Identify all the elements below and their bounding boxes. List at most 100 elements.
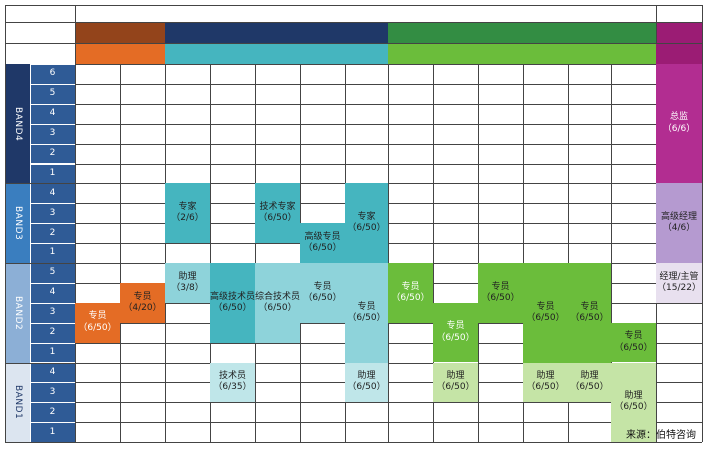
position-block: 专员 （4/20） <box>120 282 165 323</box>
grid-line <box>433 64 434 443</box>
position-block: 技术员 （6/35） <box>210 362 255 403</box>
level-number: 3 <box>30 302 75 323</box>
grid-line <box>30 422 75 424</box>
channel-header-2 <box>165 43 210 64</box>
grid-line <box>702 64 703 443</box>
channel-header-8 <box>433 43 478 64</box>
grid-line <box>5 5 702 6</box>
position-detail: （6/50） <box>570 312 609 323</box>
position-block: 专员 （6/50） <box>75 302 120 343</box>
grid-line <box>568 64 569 443</box>
grid-line <box>5 64 702 65</box>
grid-line <box>120 64 121 443</box>
grid-line <box>30 163 75 165</box>
level-number: 3 <box>30 203 75 224</box>
position-block: 助理 （3/8） <box>165 263 210 303</box>
grid-line <box>5 183 75 185</box>
group-header-business <box>75 22 165 43</box>
channel-header-13 <box>656 43 702 64</box>
position-title: 专员 <box>580 301 599 312</box>
position-title: 技术专家 <box>259 201 296 212</box>
position-block: 专员 （6/50） <box>478 263 523 323</box>
position-title: 高级技术员 <box>210 291 255 302</box>
source-note: 来源：伯特咨询 <box>626 430 696 441</box>
position-title: 专员 <box>401 281 420 292</box>
position-title: 经理/主管 <box>659 271 699 282</box>
grid-line <box>30 282 75 284</box>
position-detail: （15/22） <box>657 282 701 293</box>
channel-header-9 <box>478 43 523 64</box>
band-label-text: BAND4 <box>13 106 24 141</box>
position-detail: （4/6） <box>662 223 696 234</box>
position-block: 专家 （2/6） <box>165 183 210 244</box>
channel-header-label <box>5 22 75 43</box>
position-title: 综合技术员 <box>255 291 300 302</box>
level-number: 2 <box>30 143 75 164</box>
position-detail: （6/50） <box>526 382 565 393</box>
grid-line <box>5 22 702 23</box>
band-label-band2: BAND2 <box>5 263 30 363</box>
level-number: 4 <box>30 362 75 383</box>
position-title: 专员 <box>491 281 510 292</box>
grid-line <box>5 43 702 44</box>
family-header-label <box>5 5 75 22</box>
position-title: 专家 <box>357 211 376 222</box>
channel-header-10 <box>523 43 568 64</box>
position-block: 经理/主管 （15/22） <box>656 263 702 303</box>
channel-header-5 <box>300 43 345 64</box>
career-band-matrix: BAND4 6 5 4 3 2 1 BAND3 4 3 2 1 BAND2 5 4 3 2 1 BAND1 4 3 2 1 专… <box>5 5 703 445</box>
position-detail: （6/35） <box>213 382 252 393</box>
channel-header-12 <box>611 43 656 64</box>
grid-line <box>611 64 612 443</box>
grid-line <box>30 342 75 344</box>
position-detail: （6/50） <box>78 322 117 333</box>
band-label-band4: BAND4 <box>5 64 30 184</box>
position-title: 助理 <box>580 371 599 382</box>
grid-line <box>478 64 479 443</box>
position-title: 专员 <box>313 281 332 292</box>
position-block: 专员 （6/50） <box>388 263 433 323</box>
position-block: 专员 （6/50） <box>300 263 345 323</box>
grid-line <box>30 143 75 145</box>
grid-line <box>388 64 389 443</box>
position-title: 专员 <box>624 331 643 342</box>
position-detail: （6/50） <box>303 243 342 254</box>
grid-line <box>5 362 75 364</box>
position-title: 专家 <box>178 201 197 212</box>
channel-header-6 <box>345 43 388 64</box>
band-label-text: BAND3 <box>13 206 24 241</box>
management-family-header <box>656 5 702 22</box>
grid-line <box>30 302 75 304</box>
channel-header-7 <box>388 43 433 64</box>
grid-line <box>165 64 166 443</box>
grid-line <box>702 5 703 64</box>
professional-family-header <box>75 5 656 22</box>
position-block: 专员 （6/50） <box>568 263 611 363</box>
position-title: 高级经理 <box>660 211 697 222</box>
position-block: 专员 （6/50） <box>345 263 388 363</box>
position-detail: （2/6） <box>171 213 204 224</box>
grid-line <box>30 243 75 245</box>
position-detail: （6/50） <box>391 292 430 303</box>
level-number: 2 <box>30 322 75 343</box>
position-block: 助理 （6/50） <box>568 362 611 403</box>
band-label-text: BAND2 <box>13 295 24 330</box>
position-block: 专家 （6/50） <box>345 183 388 263</box>
position-detail: （6/50） <box>258 302 297 313</box>
position-title: 专员 <box>446 321 465 332</box>
position-block: 技术专家 （6/50） <box>255 183 300 244</box>
channel-header-11 <box>568 43 611 64</box>
position-block: 高级专员 （6/50） <box>300 223 345 263</box>
band-label-text: BAND1 <box>13 385 24 420</box>
position-detail: （6/50） <box>258 213 297 224</box>
level-number: 1 <box>30 422 75 443</box>
level-number: 1 <box>30 243 75 263</box>
grid-line <box>30 402 75 404</box>
position-title: 助理 <box>357 371 376 382</box>
grid-line <box>5 442 702 444</box>
grid-line <box>255 64 256 443</box>
level-number: 5 <box>30 83 75 104</box>
position-title: 助理 <box>178 271 197 282</box>
position-title: 专员 <box>133 291 152 302</box>
grid-line <box>30 83 75 85</box>
